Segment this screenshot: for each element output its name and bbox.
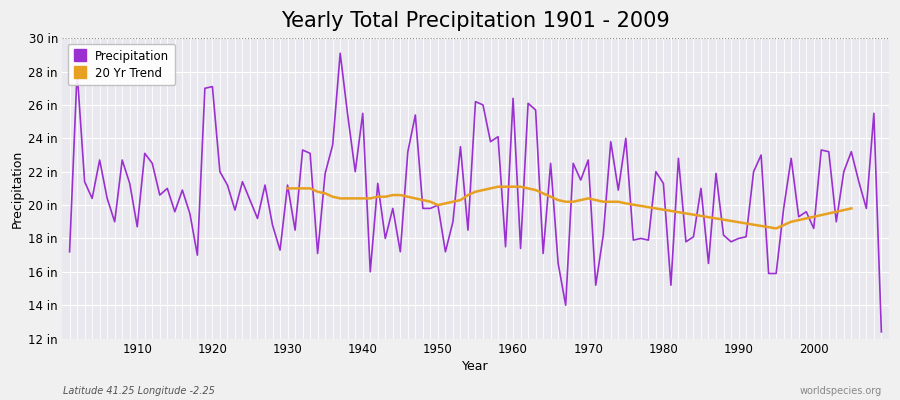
Title: Yearly Total Precipitation 1901 - 2009: Yearly Total Precipitation 1901 - 2009 bbox=[281, 11, 670, 31]
Text: Latitude 41.25 Longitude -2.25: Latitude 41.25 Longitude -2.25 bbox=[63, 386, 215, 396]
Y-axis label: Precipitation: Precipitation bbox=[11, 149, 24, 228]
Text: worldspecies.org: worldspecies.org bbox=[800, 386, 882, 396]
Legend: Precipitation, 20 Yr Trend: Precipitation, 20 Yr Trend bbox=[68, 44, 176, 86]
X-axis label: Year: Year bbox=[463, 360, 489, 373]
